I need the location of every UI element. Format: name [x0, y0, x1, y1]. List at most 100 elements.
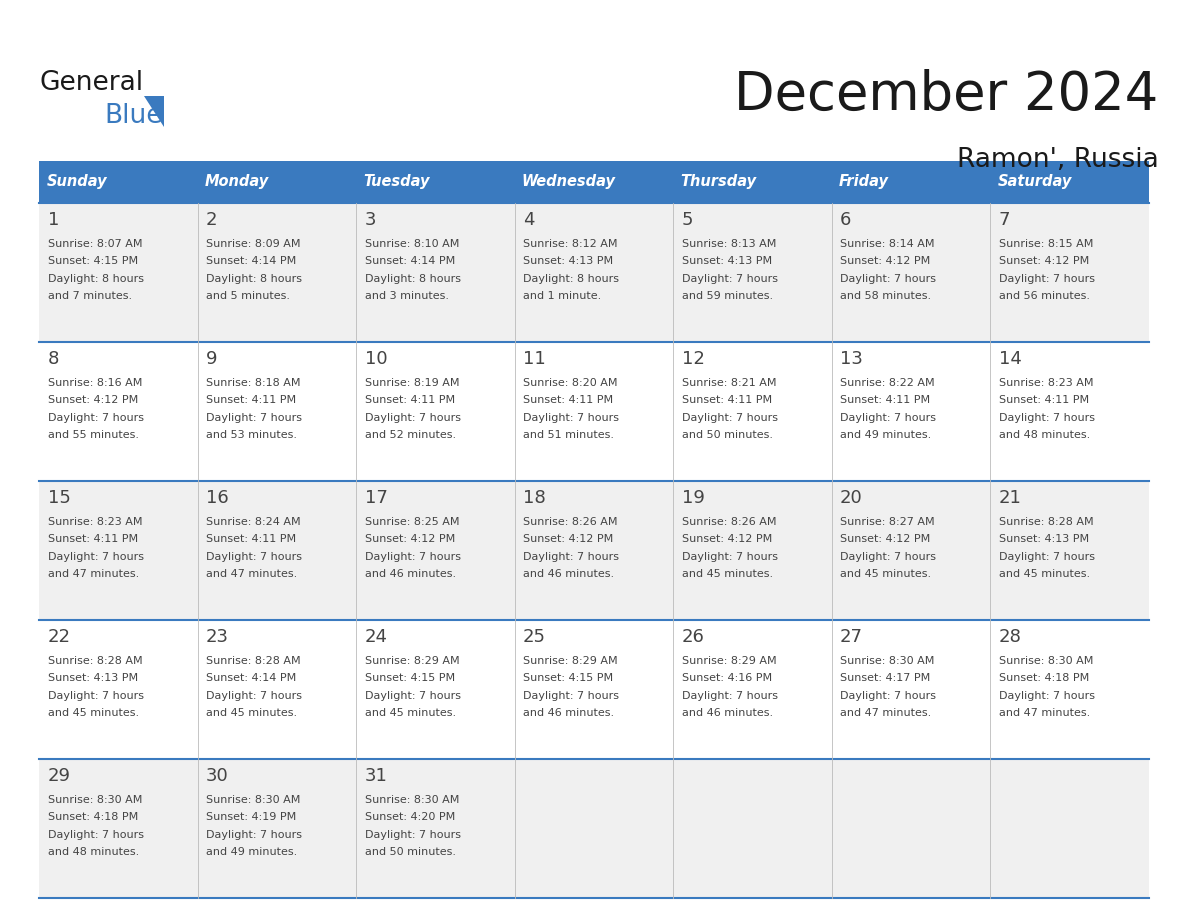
- Bar: [356, 161, 514, 203]
- Text: Daylight: 7 hours: Daylight: 7 hours: [523, 690, 619, 700]
- Bar: [832, 341, 991, 481]
- Text: and 46 minutes.: and 46 minutes.: [523, 569, 614, 579]
- Text: Sunrise: 8:26 AM: Sunrise: 8:26 AM: [523, 517, 618, 527]
- Text: Sunset: 4:12 PM: Sunset: 4:12 PM: [682, 534, 772, 544]
- Text: Daylight: 7 hours: Daylight: 7 hours: [206, 412, 302, 422]
- Text: Sunrise: 8:25 AM: Sunrise: 8:25 AM: [365, 517, 459, 527]
- Bar: [356, 620, 514, 759]
- Text: Daylight: 8 hours: Daylight: 8 hours: [206, 274, 302, 284]
- Text: Daylight: 7 hours: Daylight: 7 hours: [365, 552, 461, 562]
- Text: 4: 4: [523, 211, 535, 230]
- Text: Daylight: 8 hours: Daylight: 8 hours: [523, 274, 619, 284]
- Bar: [991, 161, 1149, 203]
- Bar: [674, 481, 832, 620]
- Text: Sunset: 4:11 PM: Sunset: 4:11 PM: [840, 395, 930, 405]
- Text: 3: 3: [365, 211, 377, 230]
- Text: 11: 11: [523, 350, 545, 368]
- Bar: [674, 341, 832, 481]
- Text: and 59 minutes.: and 59 minutes.: [682, 291, 772, 301]
- Text: 19: 19: [682, 489, 704, 507]
- Text: 22: 22: [48, 628, 70, 646]
- Text: Thursday: Thursday: [681, 174, 757, 189]
- Text: Daylight: 8 hours: Daylight: 8 hours: [365, 274, 461, 284]
- Text: Sunset: 4:11 PM: Sunset: 4:11 PM: [999, 395, 1088, 405]
- Text: Sunset: 4:11 PM: Sunset: 4:11 PM: [48, 534, 138, 544]
- Text: Sunset: 4:15 PM: Sunset: 4:15 PM: [523, 673, 613, 683]
- Text: 15: 15: [48, 489, 70, 507]
- Bar: [674, 759, 832, 898]
- Text: Sunrise: 8:26 AM: Sunrise: 8:26 AM: [682, 517, 776, 527]
- Text: Blue: Blue: [105, 103, 163, 129]
- Bar: [39, 203, 197, 341]
- Text: Sunset: 4:17 PM: Sunset: 4:17 PM: [840, 673, 930, 683]
- Text: Daylight: 7 hours: Daylight: 7 hours: [48, 412, 144, 422]
- Bar: [197, 759, 356, 898]
- Text: Daylight: 7 hours: Daylight: 7 hours: [206, 830, 302, 839]
- Text: Daylight: 7 hours: Daylight: 7 hours: [682, 412, 778, 422]
- Text: Sunset: 4:12 PM: Sunset: 4:12 PM: [840, 534, 930, 544]
- Text: and 53 minutes.: and 53 minutes.: [206, 430, 297, 440]
- Text: Sunrise: 8:23 AM: Sunrise: 8:23 AM: [999, 377, 1093, 387]
- Text: Sunrise: 8:30 AM: Sunrise: 8:30 AM: [206, 795, 301, 804]
- Text: Sunrise: 8:29 AM: Sunrise: 8:29 AM: [365, 655, 460, 666]
- Bar: [674, 620, 832, 759]
- Text: and 47 minutes.: and 47 minutes.: [48, 569, 139, 579]
- Text: and 45 minutes.: and 45 minutes.: [365, 708, 456, 718]
- Text: and 48 minutes.: and 48 minutes.: [48, 847, 139, 856]
- Text: and 50 minutes.: and 50 minutes.: [365, 847, 455, 856]
- Text: Daylight: 7 hours: Daylight: 7 hours: [206, 552, 302, 562]
- Text: 16: 16: [206, 489, 229, 507]
- Text: Sunrise: 8:14 AM: Sunrise: 8:14 AM: [840, 239, 935, 249]
- Text: Sunset: 4:13 PM: Sunset: 4:13 PM: [48, 673, 138, 683]
- Text: Sunrise: 8:30 AM: Sunrise: 8:30 AM: [48, 795, 141, 804]
- Text: Sunset: 4:14 PM: Sunset: 4:14 PM: [206, 256, 296, 266]
- Text: and 56 minutes.: and 56 minutes.: [999, 291, 1089, 301]
- Bar: [197, 341, 356, 481]
- Bar: [832, 203, 991, 341]
- Text: and 47 minutes.: and 47 minutes.: [206, 569, 297, 579]
- Text: 18: 18: [523, 489, 545, 507]
- Bar: [991, 620, 1149, 759]
- Text: Sunset: 4:12 PM: Sunset: 4:12 PM: [365, 534, 455, 544]
- Text: Sunrise: 8:16 AM: Sunrise: 8:16 AM: [48, 377, 141, 387]
- Text: 2: 2: [206, 211, 217, 230]
- Text: Sunrise: 8:30 AM: Sunrise: 8:30 AM: [365, 795, 459, 804]
- Text: Friday: Friday: [839, 174, 889, 189]
- Text: Sunrise: 8:07 AM: Sunrise: 8:07 AM: [48, 239, 143, 249]
- Text: 28: 28: [999, 628, 1022, 646]
- Text: Sunset: 4:16 PM: Sunset: 4:16 PM: [682, 673, 772, 683]
- Text: Sunset: 4:19 PM: Sunset: 4:19 PM: [206, 812, 296, 822]
- Text: and 45 minutes.: and 45 minutes.: [840, 569, 931, 579]
- Text: Sunrise: 8:13 AM: Sunrise: 8:13 AM: [682, 239, 776, 249]
- Text: Sunrise: 8:22 AM: Sunrise: 8:22 AM: [840, 377, 935, 387]
- Text: 23: 23: [206, 628, 229, 646]
- Text: Daylight: 8 hours: Daylight: 8 hours: [48, 274, 144, 284]
- Text: Sunrise: 8:21 AM: Sunrise: 8:21 AM: [682, 377, 776, 387]
- Text: 26: 26: [682, 628, 704, 646]
- Text: Daylight: 7 hours: Daylight: 7 hours: [840, 274, 936, 284]
- Text: Daylight: 7 hours: Daylight: 7 hours: [840, 552, 936, 562]
- Text: 27: 27: [840, 628, 864, 646]
- Bar: [514, 161, 674, 203]
- Text: Daylight: 7 hours: Daylight: 7 hours: [365, 412, 461, 422]
- Bar: [832, 481, 991, 620]
- Text: Sunrise: 8:24 AM: Sunrise: 8:24 AM: [206, 517, 301, 527]
- Text: and 49 minutes.: and 49 minutes.: [206, 847, 297, 856]
- Text: Tuesday: Tuesday: [364, 174, 430, 189]
- Text: Sunrise: 8:28 AM: Sunrise: 8:28 AM: [48, 655, 143, 666]
- Text: Daylight: 7 hours: Daylight: 7 hours: [840, 412, 936, 422]
- Text: and 50 minutes.: and 50 minutes.: [682, 430, 772, 440]
- Text: Daylight: 7 hours: Daylight: 7 hours: [365, 690, 461, 700]
- Text: 29: 29: [48, 767, 70, 785]
- Text: 30: 30: [206, 767, 229, 785]
- Bar: [514, 759, 674, 898]
- Bar: [356, 341, 514, 481]
- Text: Sunset: 4:15 PM: Sunset: 4:15 PM: [365, 673, 455, 683]
- Text: Sunset: 4:12 PM: Sunset: 4:12 PM: [840, 256, 930, 266]
- Text: Daylight: 7 hours: Daylight: 7 hours: [999, 412, 1094, 422]
- Text: Sunset: 4:12 PM: Sunset: 4:12 PM: [999, 256, 1089, 266]
- Text: Sunrise: 8:09 AM: Sunrise: 8:09 AM: [206, 239, 301, 249]
- Text: Sunrise: 8:20 AM: Sunrise: 8:20 AM: [523, 377, 618, 387]
- Text: and 48 minutes.: and 48 minutes.: [999, 430, 1089, 440]
- Text: and 5 minutes.: and 5 minutes.: [206, 291, 290, 301]
